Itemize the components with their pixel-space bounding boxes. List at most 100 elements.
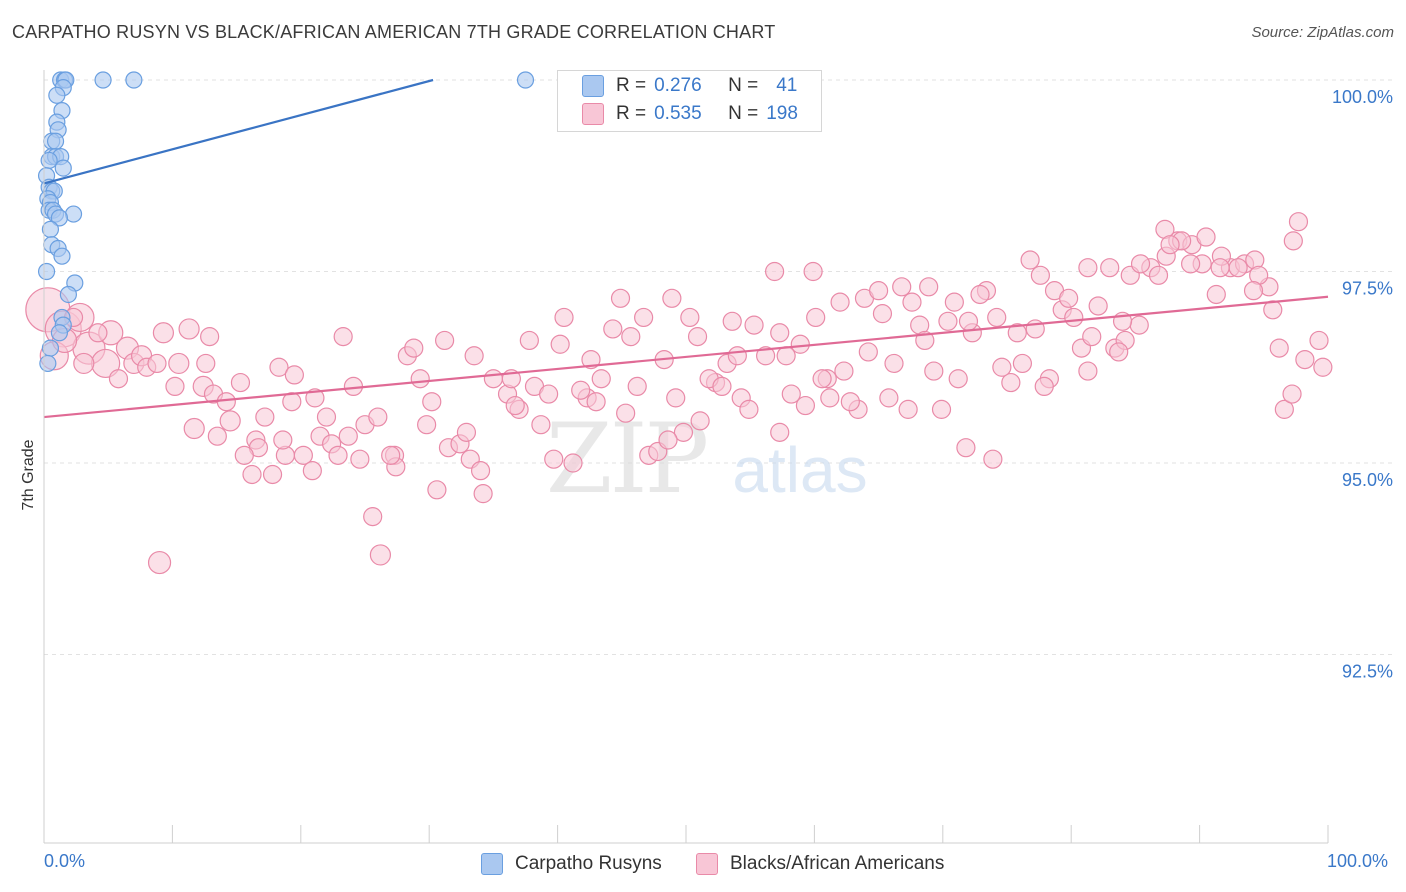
point-blacks (1282, 384, 1302, 404)
point-blacks (435, 330, 455, 351)
bottom-legend-swatch-pink (696, 853, 718, 875)
legend-row-carpatho: R = 0.276 N = 41 (582, 73, 797, 99)
point-blacks (333, 327, 353, 347)
point-blacks (680, 307, 700, 328)
x-tick-label-min: 0.0% (44, 851, 86, 871)
point-carpatho (39, 354, 57, 373)
trendline-carpatho (43, 78, 434, 185)
watermark-atlas: atlas (732, 434, 867, 506)
point-blacks (868, 281, 889, 301)
point-blacks (898, 399, 918, 419)
point-blacks (255, 407, 275, 427)
point-blacks (722, 311, 742, 331)
point-blacks (1160, 235, 1180, 255)
point-blacks (73, 352, 95, 375)
y-axis-title: 7th Grade (20, 439, 37, 511)
point-carpatho (94, 71, 112, 89)
point-blacks (690, 411, 710, 431)
point-blacks (931, 399, 952, 419)
point-blacks (970, 284, 990, 305)
point-carpatho (59, 285, 77, 304)
series-blacks-points (25, 212, 1333, 575)
point-blacks (368, 407, 388, 427)
point-blacks (987, 307, 1007, 328)
point-blacks (1059, 288, 1079, 308)
point-blacks (473, 484, 493, 504)
point-blacks (806, 307, 826, 328)
point-blacks (616, 403, 636, 423)
point-blacks (456, 422, 477, 442)
point-blacks (812, 369, 832, 389)
point-carpatho (50, 324, 69, 342)
point-blacks (207, 426, 227, 446)
legend-swatch-blue (582, 75, 604, 97)
point-carpatho (53, 247, 71, 265)
point-blacks (422, 392, 442, 412)
point-blacks (147, 550, 172, 575)
point-blacks (1012, 353, 1033, 374)
point-blacks (178, 318, 200, 340)
point-blacks (505, 395, 525, 416)
point-carpatho (48, 86, 66, 104)
legend-r-value: 0.535 (654, 103, 702, 124)
point-blacks (770, 323, 790, 343)
bottom-legend-blacks: Blacks/African Americans (696, 851, 944, 877)
point-blacks (404, 338, 424, 358)
point-blacks (790, 334, 810, 354)
legend-r-label: R = (616, 103, 647, 124)
point-blacks (983, 449, 1003, 469)
point-blacks (727, 346, 747, 366)
point-carpatho (41, 220, 60, 238)
point-blacks (369, 544, 392, 566)
point-blacks (781, 384, 801, 404)
point-blacks (744, 315, 764, 335)
point-blacks (830, 292, 850, 312)
legend-n-label: N = (728, 103, 759, 124)
point-blacks (1088, 296, 1108, 316)
point-blacks (269, 357, 289, 377)
axes (43, 70, 1329, 844)
point-blacks (795, 395, 816, 416)
point-blacks (196, 353, 216, 374)
point-blacks (658, 430, 678, 450)
point-blacks (328, 445, 348, 465)
point-carpatho (41, 339, 60, 357)
point-blacks (539, 384, 559, 404)
bottom-legend-label: Blacks/African Americans (730, 853, 945, 874)
point-blacks (363, 507, 383, 527)
point-carpatho (54, 159, 72, 177)
legend-r-label: R = (616, 75, 647, 96)
point-blacks (108, 369, 129, 389)
point-blacks (1007, 323, 1027, 343)
point-blacks (350, 449, 370, 469)
point-blacks (673, 422, 694, 442)
y-tick-label: 100.0% (1332, 87, 1393, 107)
point-blacks (554, 307, 574, 328)
y-tick-label: 97.5% (1342, 279, 1393, 299)
point-blacks (1064, 307, 1084, 328)
point-blacks (739, 399, 759, 419)
point-blacks (282, 392, 302, 412)
point-blacks (563, 453, 583, 473)
point-blacks (621, 327, 641, 347)
point-carpatho (46, 132, 65, 150)
y-axis-title-wrap: 7th Grade (14, 439, 44, 510)
point-blacks (1034, 376, 1054, 396)
point-blacks (338, 426, 358, 446)
point-blacks (944, 292, 964, 312)
point-blacks (634, 307, 654, 328)
point-carpatho (37, 262, 56, 281)
point-blacks (1130, 254, 1151, 274)
bottom-legend-label: Carpatho Rusyns (515, 853, 662, 874)
point-blacks (1309, 330, 1329, 351)
point-blacks (305, 388, 325, 408)
y-tick-label: 92.5% (1342, 662, 1393, 682)
bottom-legend-swatch-blue (481, 853, 503, 875)
point-blacks (884, 353, 904, 374)
point-blacks (88, 323, 108, 343)
point-blacks (591, 369, 611, 389)
point-blacks (316, 407, 337, 427)
point-blacks (152, 322, 175, 344)
point-blacks (302, 461, 322, 481)
